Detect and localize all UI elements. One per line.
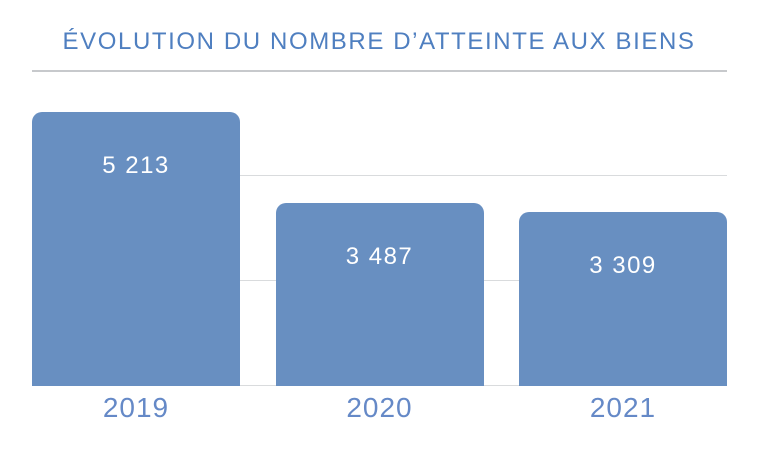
bar-2020: 3 487: [275, 202, 484, 386]
chart-title: ÉVOLUTION DU NOMBRE D’ATTEINTE AUX BIENS: [62, 28, 696, 55]
x-axis-labels: 2019 2020 2021: [32, 392, 727, 424]
bar-value-label-2021: 3 309: [589, 252, 657, 280]
x-axis-label-2020: 2020: [346, 392, 413, 423]
title-separator-line: [32, 70, 727, 72]
bar-2021: 3 309: [519, 212, 727, 386]
bar-series: 5 213 3 487 3 309: [32, 71, 727, 386]
gridline-4000: [32, 175, 727, 176]
x-axis-label-2021: 2021: [589, 392, 657, 423]
bar-value-label-2019: 5 213: [102, 152, 170, 180]
x-axis-label-2019: 2019: [102, 392, 170, 423]
bar-value-label-2020: 3 487: [345, 242, 414, 270]
bar-2019: 5 213: [32, 112, 240, 386]
plot-area: 5 213 3 487 3 309: [32, 71, 727, 386]
